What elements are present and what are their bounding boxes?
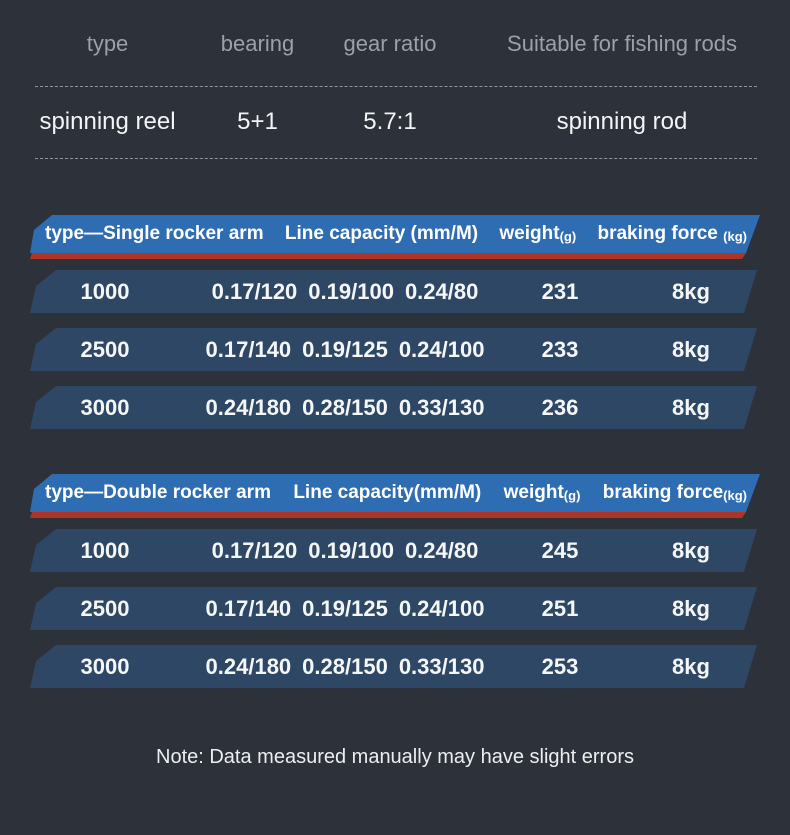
table-title: type—Double rocker arm (45, 482, 271, 503)
type-cell: 3000 (80, 653, 130, 679)
capacity-header: Line capacity(mm/M) (293, 482, 482, 503)
brake-unit: (kg) (723, 229, 747, 244)
overview-header-gear-ratio: gear ratio (343, 31, 437, 56)
overview-value-row: spinning reel 5+1 5.7:1 spinning rod (35, 100, 757, 144)
overview-header-suitable: Suitable for fishing rods (507, 31, 737, 56)
single-rocker-header-bar: type—Single rocker arm Line capacity (mm… (30, 215, 760, 253)
brake-cell: 8kg (672, 595, 710, 621)
brake-cell: 8kg (672, 278, 710, 304)
table-title: type—Single rocker arm (45, 223, 264, 244)
overview-value-bearing: 5+1 (237, 108, 278, 135)
weight-cell: 236 (541, 394, 579, 420)
capacity-cell: 0.17/140 0.19/125 0.24/100 (205, 595, 485, 621)
capacity-cell: 0.17/140 0.19/125 0.24/100 (205, 336, 485, 362)
type-cell: 2500 (80, 595, 130, 621)
weight-cell: 245 (541, 537, 579, 563)
type-cell: 1000 (80, 537, 130, 563)
red-underline (30, 253, 760, 259)
double-rocker-header-bar: type—Double rocker arm Line capacity(mm/… (30, 474, 760, 512)
weight-header: weight(g) (503, 482, 581, 503)
weight-cell: 251 (541, 595, 579, 621)
weight-header: weight(g) (499, 223, 577, 244)
weight-cell: 253 (541, 653, 579, 679)
dashed-divider-bottom (35, 158, 757, 159)
spec-row: 3000 0.24/180 0.28/150 0.33/130 253 8kg (30, 645, 757, 688)
overview-value-suitable: spinning rod (556, 108, 688, 135)
spec-row: 3000 0.24/180 0.28/150 0.33/130 236 8kg (30, 386, 757, 429)
single-rocker-table: type—Single rocker arm Line capacity (mm… (30, 215, 760, 431)
brake-cell: 8kg (672, 394, 710, 420)
capacity-cell: 0.17/120 0.19/100 0.24/80 (211, 537, 479, 563)
weight-cell: 233 (541, 336, 579, 362)
capacity-header: Line capacity (mm/M) (284, 223, 479, 244)
spec-row: 1000 0.17/120 0.19/100 0.24/80 245 8kg (30, 529, 757, 572)
weight-unit: (g) (563, 488, 581, 503)
red-underline (30, 512, 760, 518)
capacity-cell: 0.24/180 0.28/150 0.33/130 (205, 653, 485, 679)
brake-cell: 8kg (672, 653, 710, 679)
overview-header-bearing: bearing (220, 31, 295, 56)
double-rocker-table: type—Double rocker arm Line capacity(mm/… (30, 474, 760, 690)
weight-unit: (g) (559, 229, 577, 244)
brake-cell: 8kg (672, 336, 710, 362)
type-cell: 3000 (80, 394, 130, 420)
capacity-cell: 0.24/180 0.28/150 0.33/130 (205, 394, 485, 420)
overview-value-gear-ratio: 5.7:1 (363, 108, 417, 135)
brake-header: braking force(kg) (602, 482, 747, 503)
overview-header-type: type (86, 31, 129, 56)
brake-cell: 8kg (672, 537, 710, 563)
type-cell: 2500 (80, 336, 130, 362)
spec-row: 2500 0.17/140 0.19/125 0.24/100 233 8kg (30, 328, 757, 371)
type-cell: 1000 (80, 278, 130, 304)
brake-unit: (kg) (723, 488, 747, 503)
weight-cell: 231 (541, 278, 579, 304)
capacity-cell: 0.17/120 0.19/100 0.24/80 (211, 278, 479, 304)
spec-row: 2500 0.17/140 0.19/125 0.24/100 251 8kg (30, 587, 757, 630)
dashed-divider-top (35, 86, 757, 87)
spec-row: 1000 0.17/120 0.19/100 0.24/80 231 8kg (30, 270, 757, 313)
overview-value-type: spinning reel (39, 108, 176, 135)
note-text: Note: Data measured manually may have sl… (156, 746, 634, 768)
brake-header: braking force (kg) (597, 223, 747, 244)
overview-header-row: type bearing gear ratio Suitable for fis… (35, 24, 757, 64)
